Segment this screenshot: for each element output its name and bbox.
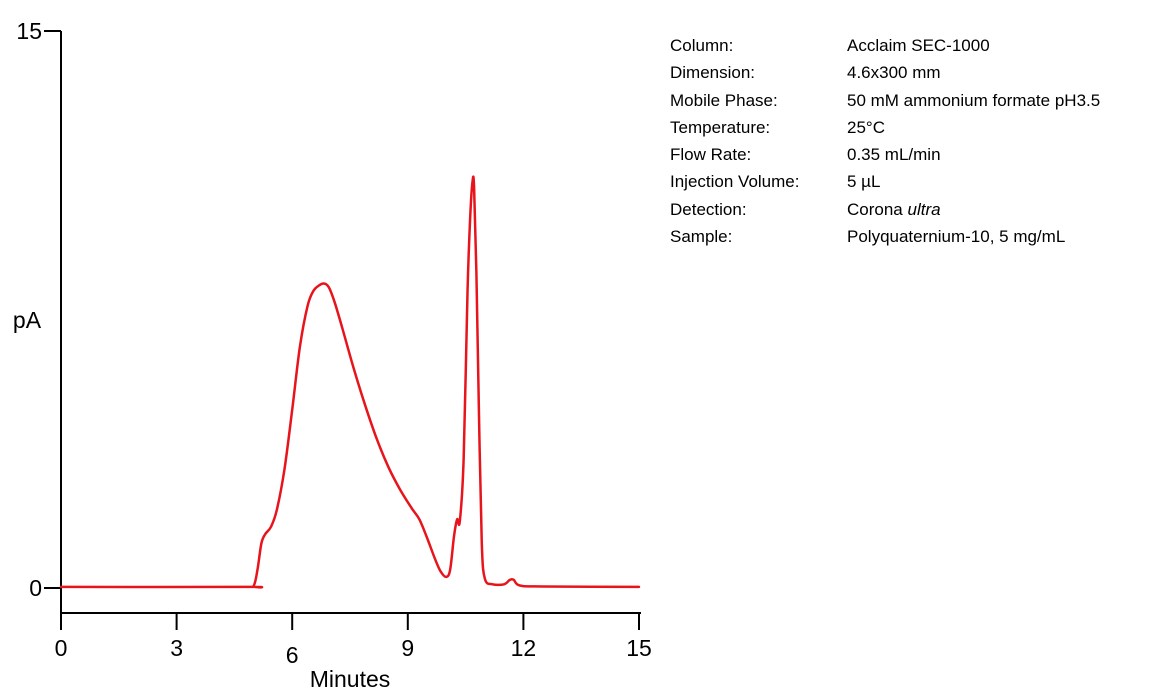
condition-row-sample: Sample: Polyquaternium-10, 5 mg/mL [670,223,1100,250]
condition-key: Mobile Phase: [670,90,778,110]
x-tick-label: 6 [286,642,299,668]
condition-row-mobile-phase: Mobile Phase: 50 mM ammonium formate pH3… [670,87,1100,114]
condition-key: Temperature: [670,117,771,137]
condition-value: 50 mM ammonium formate pH3.5 [847,90,1101,110]
y-ticks: 0 15 [16,18,61,601]
x-tick-label: 3 [170,635,183,661]
condition-row-temperature: Temperature: 25°C [670,114,1100,141]
condition-key: Sample: [670,227,733,247]
condition-key: Dimension: [670,63,756,83]
condition-row-flow-rate: Flow Rate: 0.35 mL/min [670,141,1100,168]
axes [60,31,641,614]
condition-value-italic: ultra [907,199,941,219]
y-axis-label: pA [13,307,42,333]
condition-value: 0.35 mL/min [847,145,941,165]
x-tick-label: 0 [55,635,68,661]
condition-value: 4.6x300 mm [847,63,941,83]
chromatogram-trace [59,175,641,589]
x-tick-label: 9 [401,635,414,661]
conditions-table: Column: Acclaim SEC-1000 Dimension: 4.6x… [670,32,1100,250]
condition-value: 25°C [847,117,885,137]
condition-row-column: Column: Acclaim SEC-1000 [670,32,1100,59]
condition-value: 5 µL [847,172,881,192]
condition-key: Injection Volume: [670,172,800,192]
condition-key: Column: [670,36,734,55]
condition-row-injection-volume: Injection Volume: 5 µL [670,168,1100,195]
condition-value: Corona ultra [847,196,941,223]
condition-key: Flow Rate: [670,145,752,165]
condition-value: Polyquaternium-10, 5 mg/mL [847,227,1066,247]
x-tick-label: 12 [511,635,537,661]
y-tick-label: 15 [16,18,42,44]
condition-value-text: Corona [847,199,903,219]
condition-key: Detection: [670,199,747,219]
x-tick-label: 15 [626,635,652,661]
condition-row-detection: Detection: Corona ultra [670,196,1100,223]
y-tick-label: 0 [29,575,42,601]
condition-value: Acclaim SEC-1000 [847,36,990,55]
condition-row-dimension: Dimension: 4.6x300 mm [670,59,1100,86]
x-ticks: 0 3 6 9 12 15 [55,613,652,668]
x-axis-label: Minutes [310,666,391,690]
